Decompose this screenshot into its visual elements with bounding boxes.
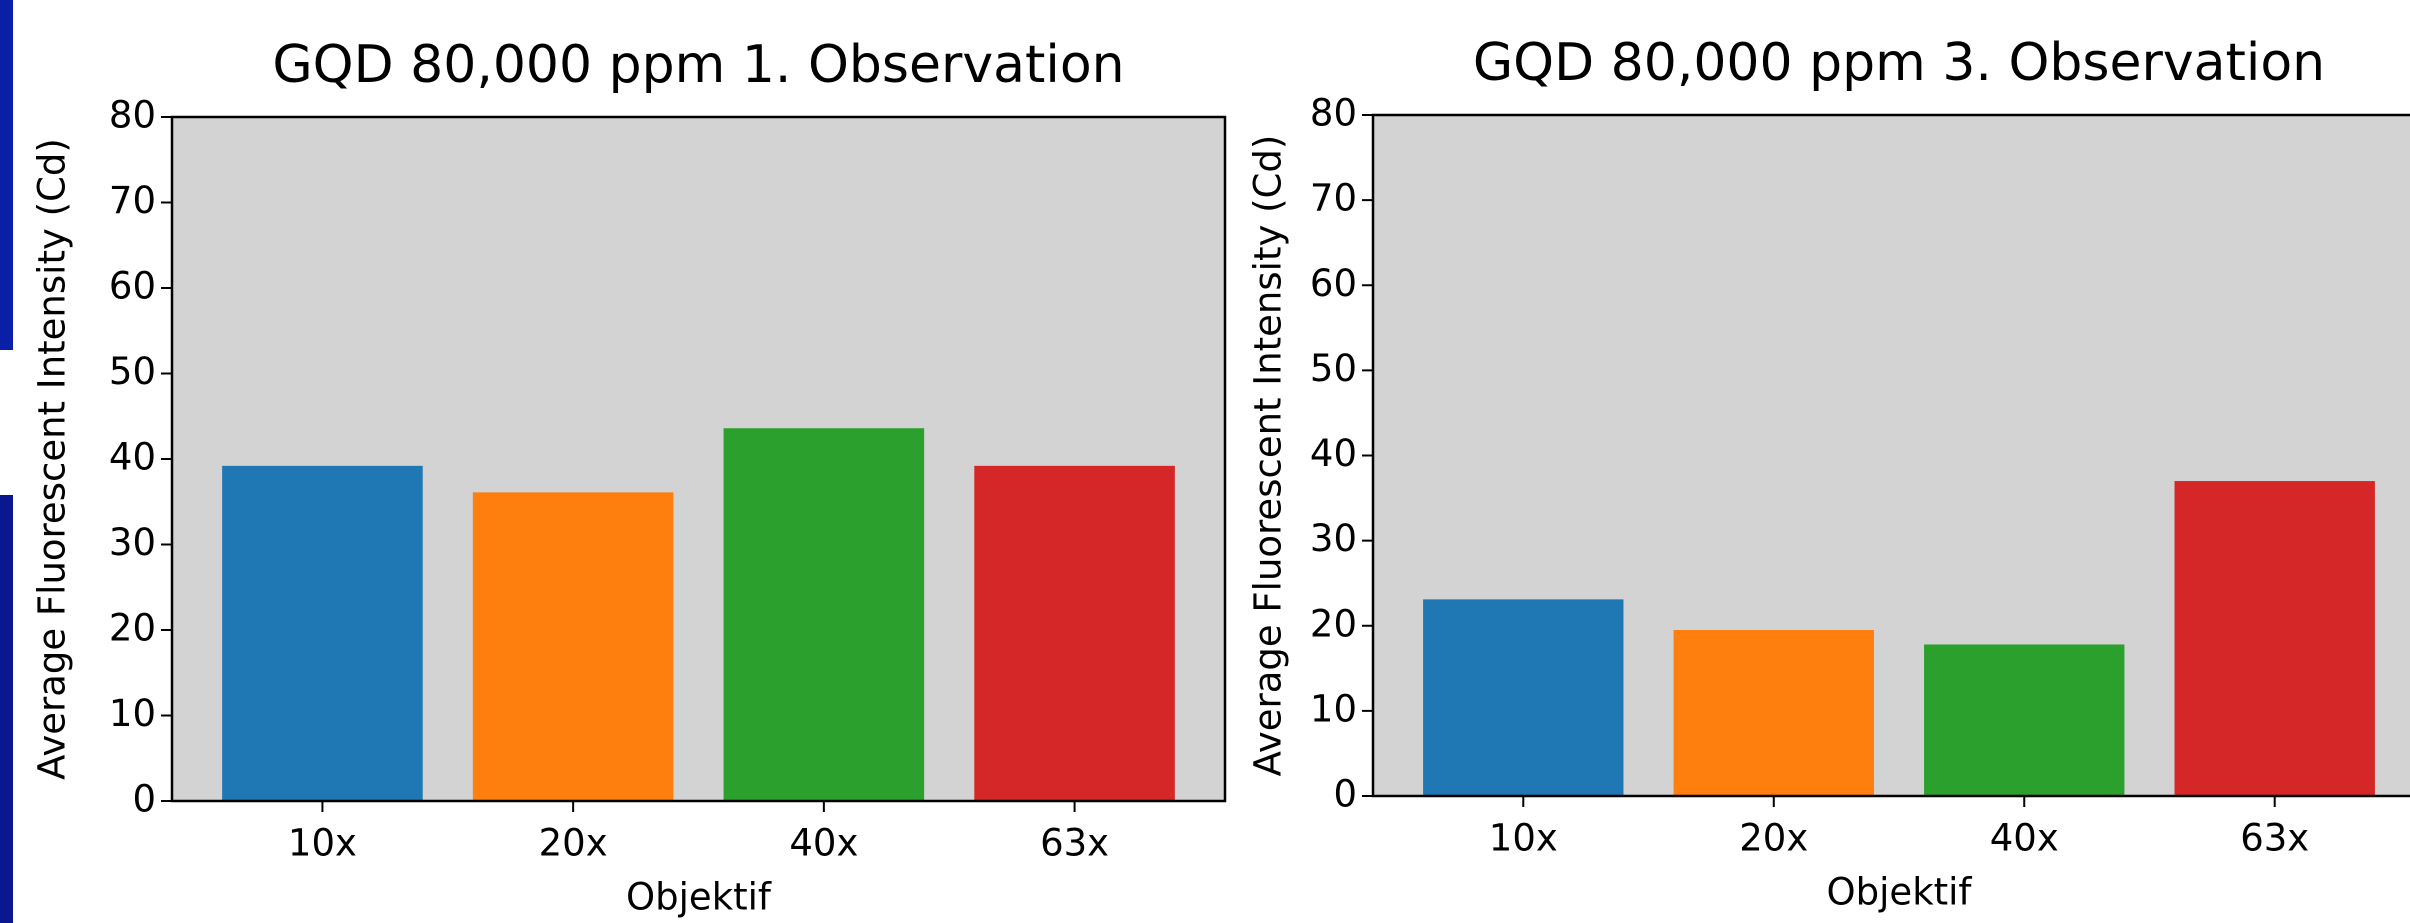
x-tick-label: 40x [789,822,858,865]
x-tick-label: 63x [1040,822,1109,865]
y-tick-label: 60 [109,265,156,308]
y-tick-label: 0 [1333,773,1357,816]
x-axis-label: Objektif [626,876,772,919]
y-axis-label: Average Fluorescent Intensity (Cd) [31,138,74,780]
bar [473,492,674,801]
background-image-edge [0,495,13,923]
x-tick-label: 63x [2240,817,2309,860]
x-tick-label: 40x [1990,817,2059,860]
y-tick-label: 80 [1310,92,1357,135]
y-tick-label: 40 [109,436,156,479]
x-tick-label: 20x [1739,817,1808,860]
bar [1924,644,2124,796]
y-tick-label: 70 [1310,177,1357,220]
y-tick-label: 20 [1310,602,1357,645]
y-tick-label: 50 [109,350,156,393]
y-tick-label: 60 [1310,262,1357,305]
chart-title: GQD 80,000 ppm 1. Observation [272,35,1124,95]
x-tick-label: 10x [1489,817,1558,860]
y-tick-label: 80 [109,94,156,137]
bar [2175,481,2375,796]
background-image-edge [0,0,13,350]
y-tick-label: 50 [1310,347,1357,390]
bar [222,466,423,801]
x-axis-label: Objektif [1827,871,1973,914]
x-tick-label: 20x [539,822,608,865]
y-tick-label: 0 [132,778,156,821]
bar [1674,630,1874,796]
y-tick-label: 40 [1310,432,1357,475]
y-tick-label: 70 [109,179,156,222]
y-axis-label: Average Fluorescent Intensity (Cd) [1247,135,1290,777]
chart-title: GQD 80,000 ppm 3. Observation [1473,33,2325,93]
y-tick-label: 30 [109,521,156,564]
y-tick-label: 30 [1310,517,1357,560]
x-tick-label: 10x [288,822,357,865]
y-tick-label: 10 [109,692,156,735]
bar [1423,599,1623,796]
bar [974,466,1175,801]
y-tick-label: 20 [109,607,156,650]
figure: 10x 20x 40x 63x 0 10 20 30 40 50 60 70 80 GQD 80,000 … [0,0,2410,923]
bar [724,428,925,801]
y-tick-label: 10 [1310,687,1357,730]
